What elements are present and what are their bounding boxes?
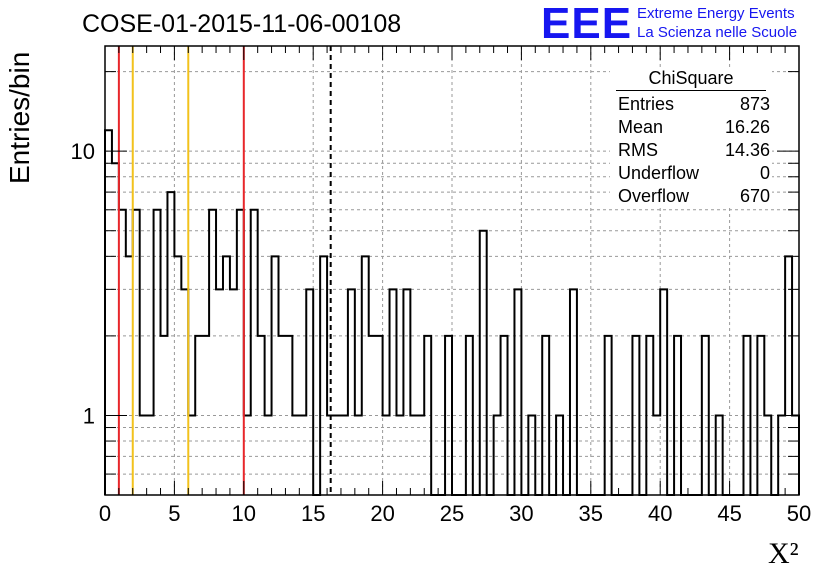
stats-value: 16.26: [724, 117, 770, 137]
stats-label: RMS: [618, 140, 658, 160]
stats-label: Entries: [618, 94, 675, 114]
stats-value: 0: [759, 163, 770, 183]
y-axis-label: Entries/bin: [4, 51, 35, 184]
x-tick-label: 40: [648, 501, 672, 526]
y-tick-label: 1: [83, 403, 95, 428]
stats-label: Underflow: [618, 163, 700, 183]
x-tick-label: 45: [717, 501, 741, 526]
logo-line-1: Extreme Energy Events: [637, 5, 795, 22]
histogram-line: [104, 129, 800, 496]
stats-row-overflow: Overflow 670: [610, 185, 772, 208]
x-tick-label: 50: [787, 501, 811, 526]
stats-label: Overflow: [618, 186, 690, 206]
x-tick-label: 15: [301, 501, 325, 526]
x-tick-label: 20: [370, 501, 394, 526]
stats-box: ChiSquare Entries 873 Mean 16.26 RMS 14.…: [610, 68, 772, 208]
x-tick-label: 35: [579, 501, 603, 526]
stats-label: Mean: [618, 117, 664, 137]
stats-title: ChiSquare: [616, 68, 766, 91]
x-tick-label: 0: [99, 501, 111, 526]
stats-row-mean: Mean 16.26: [610, 116, 772, 139]
logo-line-2: La Scienza nelle Scuole: [637, 24, 798, 41]
eee-logo: EEE: [541, 0, 633, 48]
stats-row-rms: RMS 14.36: [610, 139, 772, 162]
x-tick-label: 10: [232, 501, 256, 526]
chart-title: COSE-01-2015-11-06-00108: [82, 10, 402, 38]
x-tick-label: 25: [440, 501, 464, 526]
y-tick-label: 10: [71, 139, 95, 164]
x-axis-label: X²: [768, 537, 799, 570]
x-tick-label: 30: [509, 501, 533, 526]
stats-value: 873: [739, 94, 770, 114]
x-tick-label: 5: [168, 501, 180, 526]
stats-value: 14.36: [724, 140, 770, 160]
stats-row-underflow: Underflow 0: [610, 162, 772, 185]
stats-value: 670: [739, 186, 770, 206]
logo-caption: Extreme Energy Events La Scienza nelle S…: [637, 4, 797, 42]
stats-row-entries: Entries 873: [610, 93, 772, 116]
